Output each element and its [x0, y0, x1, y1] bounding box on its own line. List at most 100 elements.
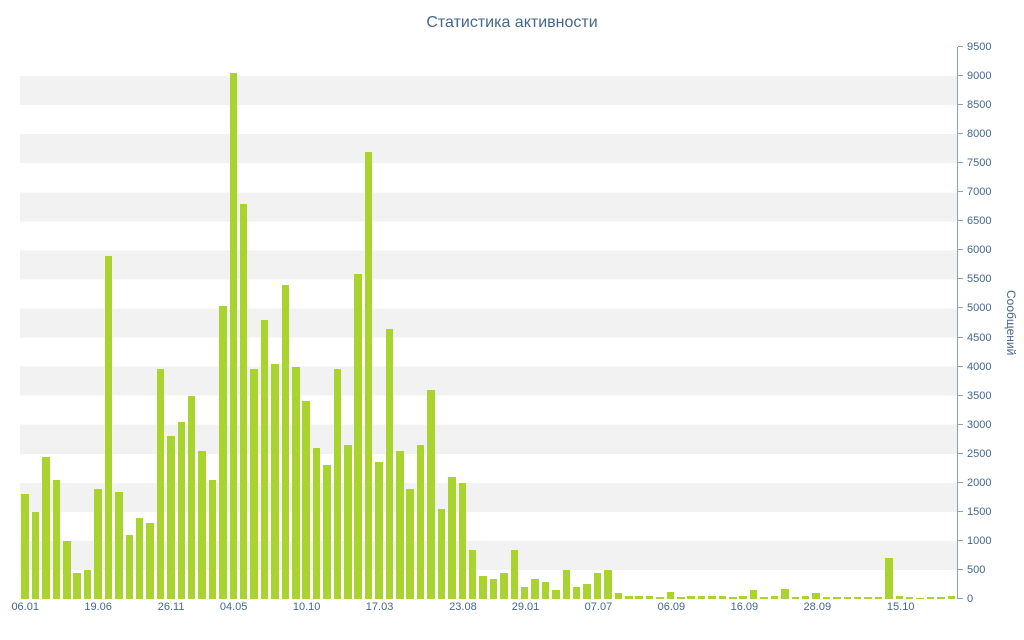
bar[interactable] — [812, 592, 820, 599]
bar[interactable] — [666, 592, 675, 599]
bar[interactable] — [146, 523, 154, 599]
bar-slot — [30, 47, 40, 599]
bar-slot — [384, 47, 394, 599]
bar[interactable] — [729, 597, 737, 599]
bar[interactable] — [760, 597, 768, 599]
bar[interactable] — [156, 369, 165, 599]
bar[interactable] — [312, 447, 321, 599]
bar[interactable] — [104, 256, 113, 599]
bar[interactable] — [302, 401, 310, 599]
bar[interactable] — [354, 273, 362, 599]
bar[interactable] — [926, 597, 935, 599]
bar[interactable] — [167, 436, 175, 599]
bar[interactable] — [500, 572, 508, 599]
bar[interactable] — [135, 517, 144, 599]
bar[interactable] — [905, 597, 914, 599]
bar[interactable] — [406, 488, 414, 599]
bar[interactable] — [385, 328, 394, 599]
bar[interactable] — [843, 597, 852, 599]
bar[interactable] — [281, 285, 290, 599]
bar[interactable] — [198, 450, 206, 599]
bar[interactable] — [208, 479, 217, 599]
bar[interactable] — [614, 593, 623, 599]
bar[interactable] — [739, 595, 747, 599]
bar[interactable] — [718, 595, 727, 599]
bar[interactable] — [562, 569, 571, 599]
bar[interactable] — [510, 549, 519, 599]
bar[interactable] — [697, 595, 706, 599]
bar[interactable] — [656, 597, 664, 599]
bar[interactable] — [604, 569, 612, 599]
bar[interactable] — [125, 535, 133, 599]
bar[interactable] — [947, 595, 956, 599]
bar[interactable] — [396, 450, 404, 599]
bar[interactable] — [94, 488, 102, 599]
bar[interactable] — [833, 596, 841, 599]
bar[interactable] — [687, 596, 695, 599]
y-tick-mark — [958, 220, 963, 222]
bar[interactable] — [239, 203, 248, 599]
bar[interactable] — [468, 549, 477, 599]
bar[interactable] — [333, 369, 342, 599]
bar-slot — [821, 47, 831, 599]
bar-slot — [405, 47, 415, 599]
bar[interactable] — [541, 581, 550, 599]
bar[interactable] — [63, 540, 71, 599]
bar-slot — [488, 47, 498, 599]
bar[interactable] — [853, 596, 862, 599]
bar[interactable] — [115, 491, 123, 599]
bar[interactable] — [583, 584, 591, 599]
bar[interactable] — [323, 465, 331, 599]
bar[interactable] — [219, 305, 227, 599]
y-tick-mark — [958, 365, 963, 367]
bar[interactable] — [364, 151, 373, 599]
bar[interactable] — [250, 369, 258, 599]
bar[interactable] — [895, 596, 904, 599]
bar[interactable] — [42, 456, 50, 599]
bar[interactable] — [458, 482, 466, 599]
bar[interactable] — [916, 597, 924, 599]
bar[interactable] — [791, 597, 799, 599]
bar[interactable] — [885, 558, 893, 599]
bar[interactable] — [645, 596, 654, 599]
bar[interactable] — [52, 479, 61, 599]
bar[interactable] — [260, 320, 269, 599]
bar[interactable] — [593, 572, 602, 599]
bar[interactable] — [427, 389, 435, 599]
bar[interactable] — [73, 572, 81, 599]
bar[interactable] — [479, 575, 487, 599]
bar[interactable] — [801, 596, 810, 599]
bar[interactable] — [187, 395, 196, 599]
bar[interactable] — [552, 590, 560, 599]
bar[interactable] — [375, 462, 383, 599]
bar[interactable] — [177, 421, 186, 599]
bar[interactable] — [770, 596, 779, 599]
bar[interactable] — [531, 578, 539, 599]
bar[interactable] — [749, 590, 758, 599]
bar-slot — [561, 47, 571, 599]
bar[interactable] — [344, 445, 352, 599]
bar[interactable] — [520, 587, 529, 599]
bar[interactable] — [292, 366, 300, 599]
bar[interactable] — [677, 597, 685, 599]
bar[interactable] — [781, 589, 789, 599]
bar[interactable] — [635, 596, 643, 599]
bar[interactable] — [822, 597, 831, 599]
bar[interactable] — [271, 363, 279, 599]
bar[interactable] — [874, 597, 883, 599]
bar[interactable] — [489, 578, 498, 599]
bar[interactable] — [937, 597, 945, 599]
y-tick-mark — [958, 568, 963, 570]
bar[interactable] — [572, 587, 581, 599]
bar[interactable] — [448, 476, 456, 599]
bar[interactable] — [83, 569, 92, 599]
bar[interactable] — [437, 508, 446, 599]
bar-slot — [155, 47, 165, 599]
bar[interactable] — [416, 445, 425, 599]
bar[interactable] — [708, 596, 716, 599]
bar[interactable] — [21, 494, 29, 599]
bar[interactable] — [625, 596, 633, 599]
bar[interactable] — [229, 73, 238, 599]
bar[interactable] — [864, 597, 872, 599]
bar[interactable] — [31, 511, 40, 599]
